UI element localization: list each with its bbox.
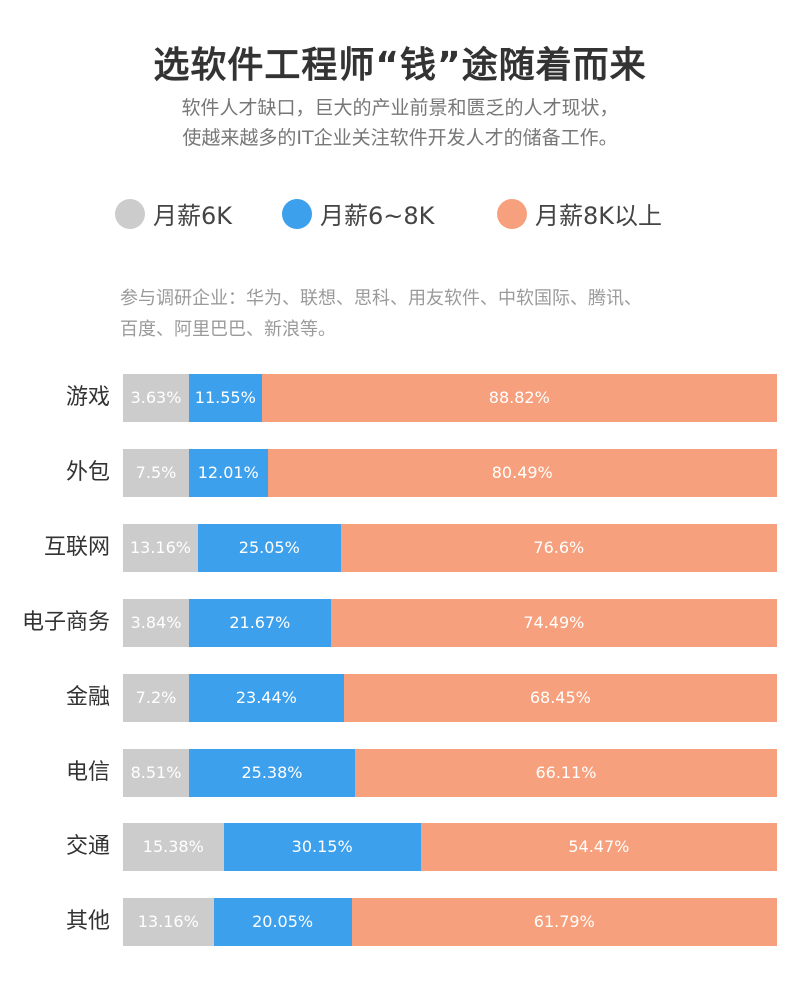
stacked-bar: 3.84% 21.67% 74.49% bbox=[123, 598, 777, 647]
bar-segment-6k: 3.84% bbox=[123, 598, 189, 647]
stacked-bar: 7.2% 23.44% 68.45% bbox=[123, 673, 777, 722]
bar-row: 外包 7.5% 12.01% 80.49% bbox=[0, 448, 800, 497]
bar-segment-6k: 7.2% bbox=[123, 673, 189, 722]
legend-swatch bbox=[497, 198, 527, 229]
category-label: 交通 bbox=[65, 834, 110, 860]
bar-row: 游戏 3.63% 11.55% 88.82% bbox=[0, 374, 800, 422]
category-label: 电子商务 bbox=[21, 609, 110, 635]
legend-item-8k-plus: 月薪8K以上 bbox=[497, 196, 662, 231]
bar-row: 交通 15.38% 30.15% 54.47% bbox=[0, 823, 800, 872]
bar-segment-8k-plus: 76.6% bbox=[340, 523, 777, 572]
bar-segment-6k: 3.63% bbox=[123, 374, 189, 422]
stacked-bar: 3.63% 11.55% 88.82% bbox=[123, 374, 777, 422]
subtitle-line-2: 使越来越多的IT企业关注软件开发人才的储备工作。 bbox=[182, 127, 618, 149]
category-label: 金融 bbox=[65, 684, 110, 710]
bar-segment-8k-plus: 68.45% bbox=[343, 673, 777, 722]
bar-row: 互联网 13.16% 25.05% 76.6% bbox=[0, 523, 800, 572]
legend-item-6k: 月薪6K bbox=[115, 196, 232, 231]
bar-segment-6k: 15.38% bbox=[123, 823, 224, 872]
stacked-bar: 13.16% 25.05% 76.6% bbox=[123, 523, 777, 572]
bar-row: 其他 13.16% 20.05% 61.79% bbox=[0, 898, 800, 947]
bar-segment-6k: 13.16% bbox=[123, 523, 198, 572]
category-label: 电信 bbox=[65, 759, 110, 785]
bar-segment-8k-plus: 74.49% bbox=[330, 598, 777, 647]
bar-segment-6-8k: 21.67% bbox=[189, 598, 331, 647]
legend-swatch bbox=[115, 198, 145, 229]
bar-segment-6-8k: 23.44% bbox=[189, 673, 344, 722]
bar-row: 电信 8.51% 25.38% 66.11% bbox=[0, 748, 800, 797]
bar-segment-8k-plus: 88.82% bbox=[261, 374, 777, 422]
chart-title: 选软件工程师“钱”途随着而来 bbox=[153, 45, 647, 86]
bar-segment-8k-plus: 66.11% bbox=[354, 748, 777, 797]
bar-segment-6k: 13.16% bbox=[123, 898, 214, 947]
legend-swatch bbox=[282, 198, 312, 229]
legend-label: 月薪6K bbox=[153, 202, 233, 230]
bar-row: 金融 7.2% 23.44% 68.45% bbox=[0, 673, 800, 722]
category-label: 互联网 bbox=[43, 534, 110, 560]
bar-segment-6-8k: 12.01% bbox=[189, 448, 268, 497]
note-line-1: 参与调研企业：华为、联想、思科、用友软件、中软国际、腾讯、 bbox=[120, 288, 642, 309]
bar-segment-8k-plus: 54.47% bbox=[420, 823, 777, 872]
subtitle-line-1: 软件人才缺口，巨大的产业前景和匮乏的人才现状， bbox=[181, 97, 619, 119]
legend-item-6-8k: 月薪6~8K bbox=[282, 196, 434, 231]
bar-row: 电子商务 3.84% 21.67% 74.49% bbox=[0, 598, 800, 647]
stacked-bar: 7.5% 12.01% 80.49% bbox=[123, 448, 777, 497]
bar-segment-6-8k: 25.05% bbox=[197, 523, 341, 572]
bar-segment-6-8k: 30.15% bbox=[223, 823, 421, 872]
bar-segment-8k-plus: 80.49% bbox=[267, 448, 777, 497]
stacked-bar: 8.51% 25.38% 66.11% bbox=[123, 748, 777, 797]
bar-segment-6k: 8.51% bbox=[123, 748, 189, 797]
category-label: 其他 bbox=[65, 909, 110, 935]
legend-label: 月薪8K以上 bbox=[535, 202, 663, 230]
bar-segment-6-8k: 11.55% bbox=[189, 374, 262, 422]
legend-label: 月薪6~8K bbox=[320, 202, 435, 230]
bar-segment-6-8k: 25.38% bbox=[189, 748, 355, 797]
bar-segment-6-8k: 20.05% bbox=[213, 898, 352, 947]
stacked-bar: 15.38% 30.15% 54.47% bbox=[123, 823, 777, 872]
category-label: 外包 bbox=[65, 459, 110, 485]
bar-segment-8k-plus: 61.79% bbox=[351, 898, 777, 947]
category-label: 游戏 bbox=[65, 385, 110, 410]
stacked-bar: 13.16% 20.05% 61.79% bbox=[123, 898, 777, 947]
note-line-2: 百度、阿里巴巴、新浪等。 bbox=[120, 319, 336, 340]
bar-segment-6k: 7.5% bbox=[123, 448, 189, 497]
